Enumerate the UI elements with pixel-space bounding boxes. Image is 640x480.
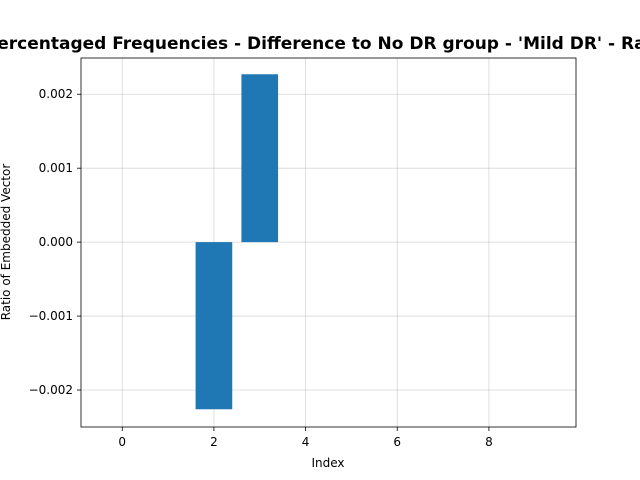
x-axis-ticks: 0 2 4 6 8 (118, 427, 493, 449)
y-tick-label: −0.001 (29, 309, 73, 323)
y-tick-label: 0.002 (39, 87, 73, 101)
bar (195, 242, 233, 410)
x-tick-label: 0 (118, 435, 126, 449)
x-axis-label: Index (311, 456, 344, 470)
y-tick-label: 0.001 (39, 161, 73, 175)
y-axis-ticks: −0.002 −0.001 0.000 0.001 0.002 (29, 87, 81, 397)
bars (195, 74, 279, 410)
y-tick-label: −0.002 (29, 383, 73, 397)
chart-title: Percentaged Frequencies - Difference to … (0, 34, 640, 54)
y-axis-label: Ratio of Embedded Vector (0, 164, 13, 321)
bar (241, 74, 279, 243)
y-tick-label: 0.000 (39, 235, 73, 249)
x-tick-label: 8 (485, 435, 493, 449)
x-tick-label: 4 (302, 435, 310, 449)
x-tick-label: 2 (210, 435, 218, 449)
x-tick-label: 6 (393, 435, 401, 449)
